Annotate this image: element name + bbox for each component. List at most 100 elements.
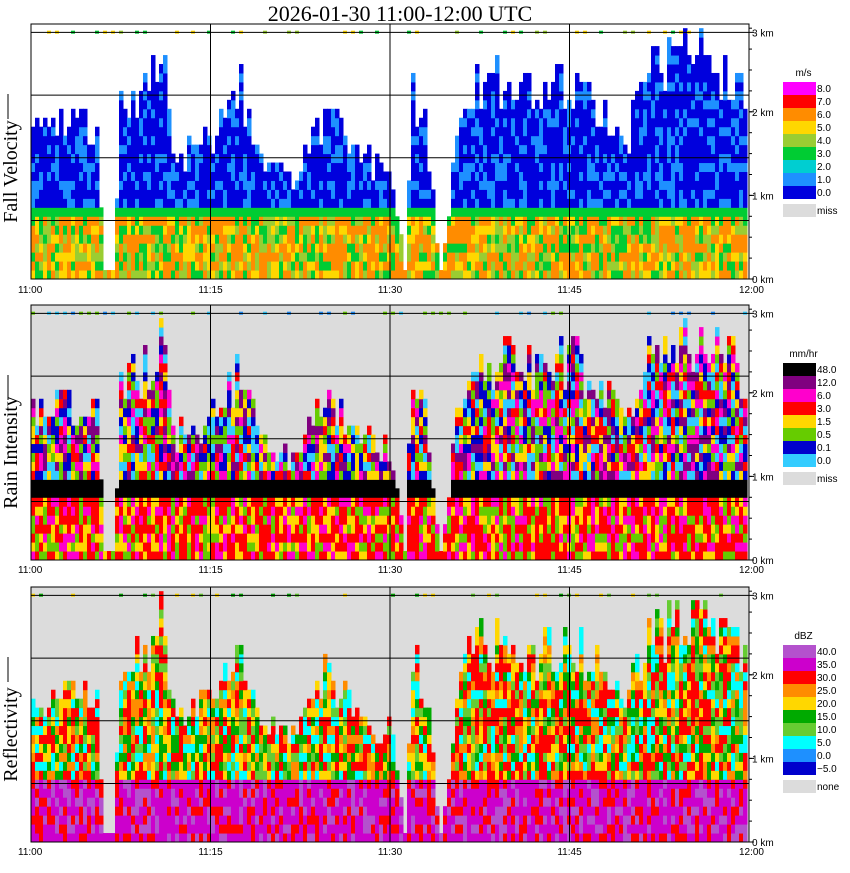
heatmap-cell <box>379 180 384 189</box>
heatmap-cell <box>695 234 700 243</box>
heatmap-cell <box>231 417 236 426</box>
heatmap-cell <box>143 551 148 560</box>
heatmap-cell <box>219 488 224 497</box>
heatmap-cell <box>671 82 676 91</box>
heatmap-cell <box>411 542 416 551</box>
heatmap-cell <box>495 270 500 279</box>
heatmap-cell <box>679 216 684 225</box>
heatmap-cell <box>515 172 520 181</box>
heatmap-cell <box>407 270 412 279</box>
heatmap-cell <box>359 252 364 261</box>
heatmap-cell <box>471 136 476 145</box>
heatmap-cell <box>215 163 220 172</box>
heatmap-cell <box>383 180 388 189</box>
heatmap-cell <box>155 515 160 524</box>
heatmap-cell <box>739 91 744 100</box>
heatmap-cell <box>127 488 132 497</box>
heatmap-cell <box>727 252 732 261</box>
heatmap-cell <box>63 453 68 462</box>
heatmap-cell <box>83 435 88 444</box>
heatmap-cell <box>711 118 716 127</box>
heatmap-cell <box>571 180 576 189</box>
heatmap-cell <box>327 435 332 444</box>
heatmap-cell <box>479 145 484 154</box>
heatmap-cell <box>67 127 72 136</box>
heatmap-cell <box>43 524 48 533</box>
heatmap-cell <box>319 243 324 252</box>
heatmap-cell <box>583 154 588 163</box>
heatmap-cell <box>375 506 380 515</box>
heatmap-cell <box>495 252 500 261</box>
heatmap-cell <box>683 216 688 225</box>
heatmap-cell <box>595 136 600 145</box>
heatmap-cell <box>511 216 516 225</box>
heatmap-cell <box>327 127 332 136</box>
heatmap-cell <box>359 470 364 479</box>
heatmap-cell <box>551 270 556 279</box>
heatmap-cell <box>571 216 576 225</box>
heatmap-cell <box>563 154 568 163</box>
heatmap-cell <box>71 270 76 279</box>
heatmap-cell <box>223 270 228 279</box>
heatmap-cell <box>679 243 684 252</box>
heatmap-cell <box>31 136 36 145</box>
heatmap-cell <box>143 154 148 163</box>
heatmap-cell <box>39 261 44 270</box>
heatmap-cell <box>715 270 720 279</box>
heatmap-cell <box>635 234 640 243</box>
heatmap-cell <box>411 479 416 488</box>
heatmap-cell <box>635 109 640 118</box>
heatmap-cell <box>715 118 720 127</box>
heatmap-cell <box>67 225 72 234</box>
heatmap-cell <box>127 497 132 506</box>
heatmap-cell <box>651 100 656 109</box>
heatmap-cell <box>591 136 596 145</box>
heatmap-cell <box>471 542 476 551</box>
heatmap-cell <box>483 488 488 497</box>
heatmap-cell <box>543 109 548 118</box>
heatmap-cell <box>291 551 296 560</box>
heatmap-cell <box>383 515 388 524</box>
heatmap-cell <box>199 497 204 506</box>
heatmap-cell <box>343 136 348 145</box>
heatmap-cell <box>471 372 476 381</box>
heatmap-cell <box>727 216 732 225</box>
heatmap-cell <box>611 243 616 252</box>
heatmap-cell <box>715 172 720 181</box>
heatmap-cell <box>123 417 128 426</box>
heatmap-cell <box>719 198 724 207</box>
heatmap-cell <box>547 163 552 172</box>
heatmap-cell <box>615 243 620 252</box>
heatmap-cell <box>643 91 648 100</box>
heatmap-cell <box>647 73 652 82</box>
heatmap-cell <box>127 506 132 515</box>
heatmap-cell <box>651 198 656 207</box>
heatmap-cell <box>31 243 36 252</box>
heatmap-cell <box>171 243 176 252</box>
heatmap-cell <box>127 417 132 426</box>
heatmap-cell <box>511 145 516 154</box>
heatmap-cell <box>647 189 652 198</box>
heatmap-cell <box>311 435 316 444</box>
heatmap-cell <box>151 136 156 145</box>
heatmap-cell <box>199 515 204 524</box>
heatmap-cell <box>299 180 304 189</box>
heatmap-cell <box>307 163 312 172</box>
heatmap-cell <box>643 118 648 127</box>
heatmap-cell <box>247 461 252 470</box>
heatmap-cell <box>483 524 488 533</box>
heatmap-cell <box>575 154 580 163</box>
heatmap-cell <box>455 145 460 154</box>
heatmap-cell <box>591 118 596 127</box>
heatmap-cell <box>507 225 512 234</box>
heatmap-cell <box>239 252 244 261</box>
heatmap-cell <box>43 198 48 207</box>
heatmap-cell <box>55 444 60 453</box>
heatmap-cell <box>83 506 88 515</box>
heatmap-cell <box>55 252 60 261</box>
heatmap-cell <box>579 189 584 198</box>
heatmap-cell <box>483 154 488 163</box>
heatmap-cell <box>607 261 612 270</box>
heatmap-cell <box>119 118 124 127</box>
